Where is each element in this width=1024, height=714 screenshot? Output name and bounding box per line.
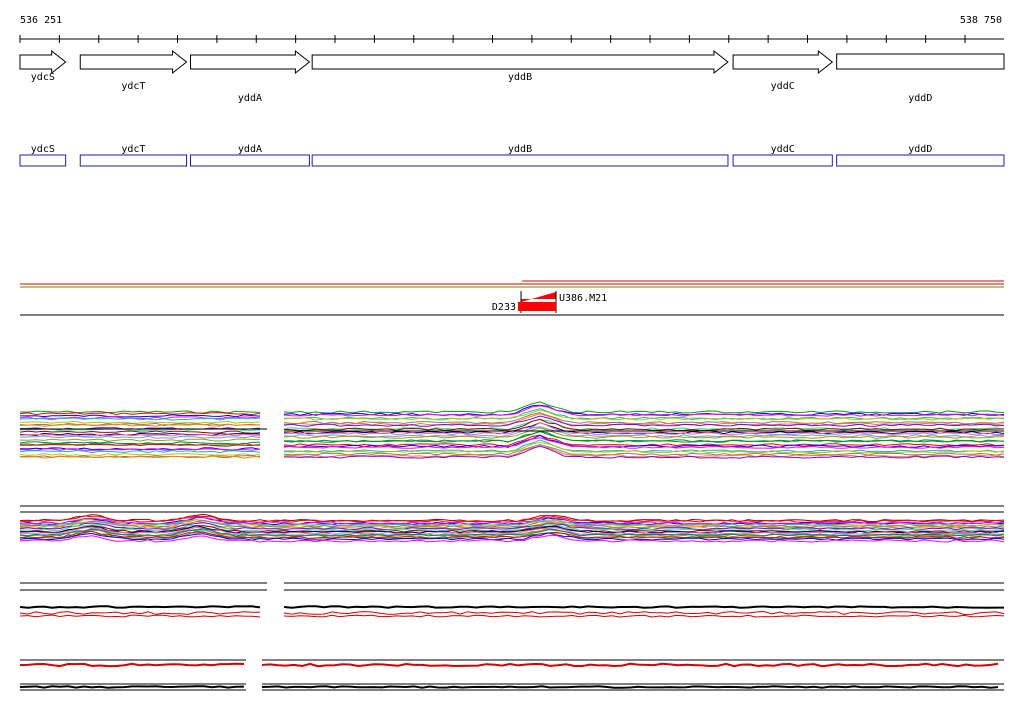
signal-trace bbox=[19, 614, 261, 618]
signal-trace bbox=[19, 442, 261, 446]
signal-trace bbox=[19, 410, 261, 414]
gene-arrow-yddd[interactable] bbox=[836, 53, 1005, 70]
signal-trace bbox=[19, 534, 1005, 543]
signal-trace bbox=[19, 530, 1005, 539]
signal-trace bbox=[20, 455, 261, 459]
coordinate-ruler: 536 251 538 750 bbox=[19, 15, 1004, 43]
signal-trace bbox=[283, 409, 1005, 421]
signal-trace bbox=[283, 444, 1005, 456]
feature-d233-block[interactable] bbox=[518, 302, 556, 311]
gene-arrow-label-ydct: ydcT bbox=[121, 81, 145, 92]
signal-trace bbox=[19, 605, 261, 609]
signal-trace bbox=[19, 423, 261, 427]
signal-trace bbox=[19, 447, 261, 452]
signal-trace bbox=[19, 662, 245, 668]
signal-trace bbox=[284, 413, 1005, 426]
signal-trace bbox=[19, 514, 1005, 523]
signal-trace bbox=[19, 522, 1005, 531]
gene-box-ydda[interactable] bbox=[189, 154, 310, 167]
gene-box-label-yddd: yddD bbox=[908, 144, 932, 155]
signal-trace bbox=[19, 528, 1005, 537]
signal-trace bbox=[19, 430, 261, 434]
signal-trace bbox=[283, 614, 1005, 618]
signal-trace bbox=[20, 443, 261, 447]
gene-box-label-yddb: yddB bbox=[508, 144, 532, 155]
signal-trace bbox=[283, 437, 1005, 449]
gene-box-label-yddc: yddC bbox=[771, 144, 795, 155]
gene-arrow-label-ydcs: ydcS bbox=[31, 72, 55, 83]
ruler-ticks bbox=[19, 35, 966, 43]
signal-trace bbox=[20, 414, 261, 418]
signal-trace bbox=[283, 412, 1005, 425]
gene-box-ydcs[interactable] bbox=[19, 154, 67, 167]
gene-box-yddc[interactable] bbox=[732, 154, 833, 167]
gene-box-yddb[interactable] bbox=[311, 154, 729, 167]
feature-label-u386: U386.M21 bbox=[559, 293, 607, 304]
gene-box-label-ydct: ydcT bbox=[121, 144, 145, 155]
signal-trace bbox=[19, 438, 261, 442]
signal-trace bbox=[261, 685, 999, 689]
signal-trace bbox=[19, 449, 261, 454]
signal-trace bbox=[283, 431, 1005, 443]
signal-trace bbox=[19, 432, 261, 437]
gene-arrow-label-yddc: yddC bbox=[771, 81, 795, 92]
signal-trace bbox=[283, 446, 1005, 458]
signal-trace bbox=[19, 519, 1005, 529]
signal-trace bbox=[19, 433, 261, 437]
gene-arrow-yddc[interactable] bbox=[732, 49, 834, 75]
signal-trace bbox=[19, 525, 1005, 534]
signal-trace bbox=[19, 422, 261, 427]
gene-arrow-label-yddb: yddB bbox=[508, 72, 532, 83]
signal-trace bbox=[19, 611, 261, 615]
signal-trace bbox=[283, 427, 1004, 439]
signal-trace bbox=[19, 452, 261, 457]
signal-trace bbox=[283, 605, 1004, 609]
gene-box-track: ydcS ydcT yddA yddB yddC yddD bbox=[19, 144, 1005, 167]
signal-trace bbox=[19, 526, 1005, 535]
feature-u386-wedge[interactable] bbox=[521, 292, 556, 302]
signal-trace bbox=[19, 685, 245, 689]
signal-trace bbox=[19, 417, 261, 421]
signal-trace bbox=[19, 435, 261, 439]
gene-box-ydct[interactable] bbox=[79, 154, 188, 167]
signal-trace bbox=[19, 420, 261, 424]
signal-trace bbox=[283, 418, 1005, 432]
signal-trace bbox=[283, 422, 1005, 435]
gene-arrow-yddb[interactable] bbox=[311, 49, 729, 75]
ruler-start-label: 536 251 bbox=[20, 15, 62, 26]
gene-arrow-ydda[interactable] bbox=[189, 49, 311, 75]
feature-track: U386.M21 D233 bbox=[20, 280, 1004, 316]
gene-arrow-label-yddd: yddD bbox=[908, 93, 932, 104]
signal-trace bbox=[283, 415, 1005, 427]
feature-label-d233: D233 bbox=[492, 302, 516, 313]
signal-trace bbox=[261, 662, 999, 668]
gene-arrow-ydcs[interactable] bbox=[19, 49, 67, 75]
gene-box-label-ydcs: ydcS bbox=[31, 144, 55, 155]
signal-trace bbox=[283, 439, 1005, 453]
gene-box-yddd[interactable] bbox=[836, 154, 1005, 167]
signal-trace bbox=[19, 532, 1005, 541]
gene-arrow-ydct[interactable] bbox=[79, 49, 188, 75]
signal-trace bbox=[283, 610, 1005, 616]
signal-trace bbox=[20, 523, 1004, 532]
signal-trace bbox=[283, 445, 1005, 459]
signal-trace bbox=[283, 401, 1005, 414]
signal-trace bbox=[19, 516, 1005, 525]
signal-trace bbox=[283, 422, 1005, 436]
gene-box-label-ydda: yddA bbox=[238, 144, 262, 155]
gene-arrow-track: ydcS ydcT yddA yddB yddC yddD bbox=[19, 49, 1005, 104]
ruler-end-label: 538 750 bbox=[960, 15, 1002, 26]
signal-trace bbox=[283, 405, 1005, 417]
gene-arrow-label-ydda: yddA bbox=[238, 93, 262, 104]
signal-trace-tracks bbox=[19, 401, 1005, 691]
signal-trace bbox=[19, 412, 261, 416]
signal-trace bbox=[283, 426, 1005, 438]
signal-trace bbox=[283, 404, 1005, 416]
